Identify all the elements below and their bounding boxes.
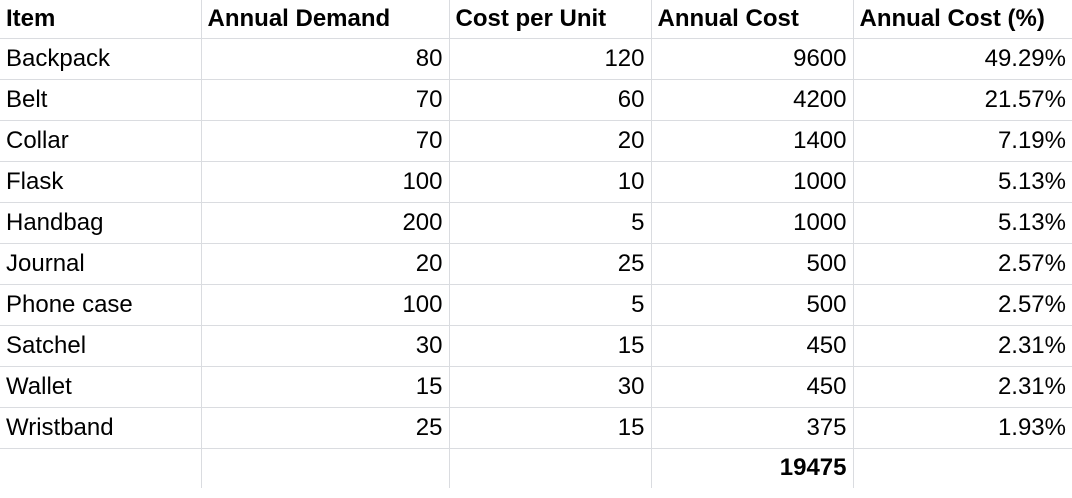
header-cell-cost-per-unit[interactable]: Cost per Unit [448, 0, 652, 39]
cell-empty[interactable] [0, 447, 202, 488]
table-row: Backpack 80 120 9600 49.29% [0, 37, 1072, 80]
cell-annual-cost-pct[interactable]: 2.31% [852, 324, 1072, 367]
cell-item[interactable]: Phone case [0, 283, 202, 326]
cell-item[interactable]: Flask [0, 160, 202, 203]
cell-cost-per-unit[interactable]: 30 [448, 365, 652, 408]
table-row: Flask 100 10 1000 5.13% [0, 160, 1072, 203]
header-cell-annual-cost[interactable]: Annual Cost [650, 0, 854, 39]
table-row: Collar 70 20 1400 7.19% [0, 119, 1072, 162]
cell-annual-demand[interactable]: 20 [200, 242, 450, 285]
header-cell-annual-cost-pct[interactable]: Annual Cost (%) [852, 0, 1072, 39]
data-table: Item Annual Demand Cost per Unit Annual … [0, 0, 1072, 488]
cell-cost-per-unit[interactable]: 10 [448, 160, 652, 203]
cell-cost-per-unit[interactable]: 5 [448, 283, 652, 326]
cell-cost-per-unit[interactable]: 15 [448, 406, 652, 449]
cell-annual-demand[interactable]: 15 [200, 365, 450, 408]
cell-annual-cost[interactable]: 450 [650, 365, 854, 408]
cell-annual-cost-pct[interactable]: 7.19% [852, 119, 1072, 162]
table-row: Belt 70 60 4200 21.57% [0, 78, 1072, 121]
cell-annual-cost[interactable]: 375 [650, 406, 854, 449]
cell-annual-cost-pct[interactable]: 21.57% [852, 78, 1072, 121]
cell-annual-cost[interactable]: 1400 [650, 119, 854, 162]
cell-item[interactable]: Journal [0, 242, 202, 285]
cell-annual-demand[interactable]: 100 [200, 160, 450, 203]
cell-cost-per-unit[interactable]: 20 [448, 119, 652, 162]
cell-total-annual-cost[interactable]: 19475 [650, 447, 854, 488]
cell-annual-cost[interactable]: 500 [650, 283, 854, 326]
cell-empty[interactable] [852, 447, 1072, 488]
header-cell-annual-demand[interactable]: Annual Demand [200, 0, 450, 39]
cell-annual-cost-pct[interactable]: 2.57% [852, 283, 1072, 326]
cell-annual-demand[interactable]: 25 [200, 406, 450, 449]
cell-annual-demand[interactable]: 70 [200, 78, 450, 121]
cell-item[interactable]: Wristband [0, 406, 202, 449]
cell-item[interactable]: Wallet [0, 365, 202, 408]
cell-annual-cost[interactable]: 9600 [650, 37, 854, 80]
cell-empty[interactable] [200, 447, 450, 488]
cell-annual-demand[interactable]: 30 [200, 324, 450, 367]
cell-cost-per-unit[interactable]: 15 [448, 324, 652, 367]
table-row: Wallet 15 30 450 2.31% [0, 365, 1072, 408]
cell-annual-cost[interactable]: 4200 [650, 78, 854, 121]
table-row: Journal 20 25 500 2.57% [0, 242, 1072, 285]
cell-annual-demand[interactable]: 200 [200, 201, 450, 244]
cell-annual-cost[interactable]: 1000 [650, 160, 854, 203]
cell-cost-per-unit[interactable]: 25 [448, 242, 652, 285]
cell-annual-cost-pct[interactable]: 1.93% [852, 406, 1072, 449]
cell-annual-cost[interactable]: 500 [650, 242, 854, 285]
total-row: 19475 [0, 447, 1072, 488]
cell-annual-demand[interactable]: 100 [200, 283, 450, 326]
cell-annual-cost-pct[interactable]: 49.29% [852, 37, 1072, 80]
cell-annual-cost[interactable]: 1000 [650, 201, 854, 244]
table-row: Wristband 25 15 375 1.93% [0, 406, 1072, 449]
cell-annual-cost-pct[interactable]: 2.31% [852, 365, 1072, 408]
header-row: Item Annual Demand Cost per Unit Annual … [0, 0, 1072, 39]
cell-annual-cost[interactable]: 450 [650, 324, 854, 367]
header-cell-item[interactable]: Item [0, 0, 202, 39]
cell-item[interactable]: Collar [0, 119, 202, 162]
cell-annual-cost-pct[interactable]: 2.57% [852, 242, 1072, 285]
cell-cost-per-unit[interactable]: 5 [448, 201, 652, 244]
cell-annual-demand[interactable]: 80 [200, 37, 450, 80]
cell-item[interactable]: Backpack [0, 37, 202, 80]
cell-empty[interactable] [448, 447, 652, 488]
table-row: Handbag 200 5 1000 5.13% [0, 201, 1072, 244]
cell-cost-per-unit[interactable]: 120 [448, 37, 652, 80]
cell-annual-cost-pct[interactable]: 5.13% [852, 160, 1072, 203]
cell-item[interactable]: Belt [0, 78, 202, 121]
cell-annual-cost-pct[interactable]: 5.13% [852, 201, 1072, 244]
table-row: Satchel 30 15 450 2.31% [0, 324, 1072, 367]
cell-cost-per-unit[interactable]: 60 [448, 78, 652, 121]
cell-annual-demand[interactable]: 70 [200, 119, 450, 162]
table-row: Phone case 100 5 500 2.57% [0, 283, 1072, 326]
cell-item[interactable]: Handbag [0, 201, 202, 244]
cell-item[interactable]: Satchel [0, 324, 202, 367]
